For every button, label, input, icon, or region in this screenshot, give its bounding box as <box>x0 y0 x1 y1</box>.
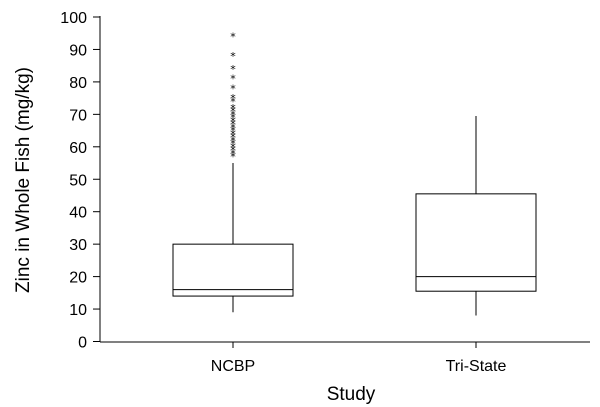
outlier-point: * <box>230 115 236 128</box>
box-ncbp: *********************** <box>172 30 294 313</box>
outlier-point: * <box>230 105 236 118</box>
outlier-point: * <box>230 102 236 115</box>
outlier-point: * <box>230 92 236 105</box>
outlier-point: * <box>230 131 236 144</box>
outlier-point: * <box>230 108 236 121</box>
y-tick-label: 60 <box>69 140 87 157</box>
iqr-box <box>172 243 294 297</box>
y-tick-label: 0 <box>78 335 87 352</box>
outlier-point: * <box>230 141 236 154</box>
outlier-point: * <box>230 112 236 125</box>
outlier-point: * <box>230 95 236 108</box>
y-axis-title: Zinc in Whole Fish (mg/kg) <box>13 67 34 293</box>
x-tick-label: Tri-State <box>446 358 507 375</box>
outlier-point: * <box>230 147 236 160</box>
iqr-box <box>415 193 537 292</box>
x-axis-ticks: NCBP Tri-State <box>211 342 507 375</box>
y-tick-label: 90 <box>69 42 87 59</box>
outlier-point: * <box>230 121 236 134</box>
outlier-point: * <box>230 30 236 43</box>
outlier-point: * <box>230 151 236 164</box>
y-tick-label: 30 <box>69 237 87 254</box>
outlier-point: * <box>230 50 236 63</box>
outlier-point: * <box>230 125 236 138</box>
y-tick-label: 20 <box>69 270 87 287</box>
outlier-point: * <box>230 144 236 157</box>
outlier-point: * <box>230 73 236 86</box>
outlier-point: * <box>230 138 236 151</box>
y-tick-label: 10 <box>69 302 87 319</box>
y-tick-label: 50 <box>69 172 87 189</box>
x-axis-title: Study <box>327 384 376 405</box>
box-plots: *********************** <box>172 30 537 316</box>
outlier-point: * <box>230 63 236 76</box>
outlier-point: * <box>230 118 236 131</box>
y-axis-ticks: 0 10 20 30 40 50 60 70 80 90 100 <box>60 10 100 352</box>
y-tick-label: 80 <box>69 75 87 92</box>
y-tick-label: 40 <box>69 205 87 222</box>
box-tri-state <box>415 115 537 316</box>
x-tick-label: NCBP <box>211 358 255 375</box>
y-tick-label: 100 <box>60 10 87 27</box>
outlier-point: * <box>230 134 236 147</box>
outlier-point: * <box>230 82 236 95</box>
y-tick-label: 70 <box>69 107 87 124</box>
outlier-point: * <box>230 128 236 141</box>
